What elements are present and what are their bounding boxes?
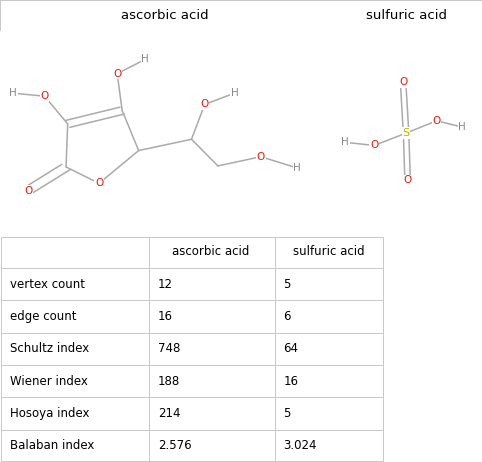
- Text: 5: 5: [283, 278, 291, 291]
- Text: ascorbic acid: ascorbic acid: [172, 245, 250, 258]
- Text: H: H: [230, 88, 238, 98]
- Text: O: O: [403, 175, 412, 185]
- Text: vertex count: vertex count: [10, 278, 85, 291]
- Text: H: H: [293, 163, 301, 173]
- Text: S: S: [402, 128, 410, 138]
- Text: H: H: [141, 55, 149, 64]
- Text: Wiener index: Wiener index: [10, 375, 88, 388]
- Text: O: O: [432, 116, 441, 126]
- Text: H: H: [9, 88, 17, 98]
- Text: 748: 748: [158, 342, 180, 355]
- Text: 12: 12: [158, 278, 173, 291]
- Text: O: O: [370, 140, 378, 151]
- Text: Hosoya index: Hosoya index: [10, 407, 89, 420]
- Text: ascorbic acid: ascorbic acid: [121, 9, 209, 22]
- Text: sulfuric acid: sulfuric acid: [293, 245, 365, 258]
- Text: H: H: [341, 137, 349, 147]
- Text: O: O: [201, 99, 209, 109]
- Text: 3.024: 3.024: [283, 439, 317, 452]
- Text: 16: 16: [283, 375, 298, 388]
- Text: O: O: [40, 91, 49, 101]
- Text: O: O: [95, 178, 103, 188]
- Text: 214: 214: [158, 407, 181, 420]
- Text: O: O: [24, 186, 32, 195]
- Text: 6: 6: [283, 310, 291, 323]
- Text: 16: 16: [158, 310, 173, 323]
- Text: Balaban index: Balaban index: [10, 439, 94, 452]
- Text: 5: 5: [283, 407, 291, 420]
- Text: edge count: edge count: [10, 310, 76, 323]
- Text: H: H: [458, 122, 466, 132]
- Text: sulfuric acid: sulfuric acid: [365, 9, 447, 22]
- Text: O: O: [399, 77, 407, 87]
- Text: 64: 64: [283, 342, 298, 355]
- Text: Schultz index: Schultz index: [10, 342, 89, 355]
- Bar: [1, 237, 383, 461]
- Text: 188: 188: [158, 375, 180, 388]
- Text: O: O: [257, 152, 265, 162]
- Text: O: O: [113, 69, 121, 79]
- Text: 2.576: 2.576: [158, 439, 192, 452]
